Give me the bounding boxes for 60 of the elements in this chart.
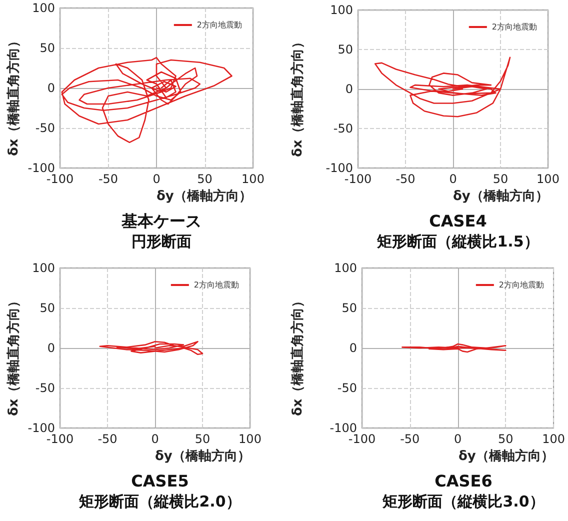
y-tick-label: 50 [338,42,353,56]
legend-label: 2方向地震動 [498,280,544,290]
y-tick-label: 50 [342,301,357,315]
y-tick-label: -50 [35,121,55,135]
y-tick-label: -50 [333,122,353,136]
y-tick-label: -50 [337,381,357,395]
text: 矩形断面（縦横比3.0） [382,492,544,510]
legend-label: 2方向地震動 [196,20,242,30]
y-tick-label: -100 [326,161,353,175]
y-axis-title: δx（橋軸直角方向） [6,34,22,156]
legend-label: 2方向地震動 [492,22,538,32]
y-tick-label: 100 [32,1,55,15]
y-tick-label: -100 [28,161,55,175]
y-tick-label: 100 [32,261,55,275]
y-tick-label: 0 [345,82,353,96]
line-series [374,56,511,118]
x-tick-label: 50 [197,172,212,186]
x-tick-label: 0 [454,432,462,446]
y-axis-title: δx（橋軸直角方向） [290,36,306,157]
x-tick-label: 100 [242,172,264,186]
x-tick-label: 50 [194,432,210,446]
x-tick-label: 100 [542,432,565,446]
x-tick-label: -50 [400,432,420,446]
x-tick-label: -50 [98,432,118,446]
y-tick-label: 50 [40,41,55,55]
x-axis-title: δy（橋軸方向） [453,188,548,204]
x-tick-label: 50 [498,432,514,446]
x-tick-label: -50 [396,172,416,186]
y-tick-label: 0 [349,341,357,355]
y-tick-label: -50 [35,381,55,395]
x-tick-label: 0 [449,172,457,186]
y-axis-title: δx（橋軸直角方向） [290,294,306,416]
text: 矩形断面（縦横比1.5） [376,232,539,250]
text: CASE4 [429,212,487,230]
x-tick-label: 0 [151,432,159,446]
x-tick-label: 50 [492,172,508,186]
x-tick-label: -50 [98,172,118,186]
x-tick-label: 100 [536,172,560,186]
line-series [99,340,204,356]
y-tick-label: 50 [40,301,55,315]
line-series [61,56,232,144]
y-tick-label: -100 [28,421,55,435]
y-tick-label: 100 [334,261,357,275]
y-tick-label: 0 [47,81,55,95]
line-series [402,343,506,353]
x-axis-title: δy（橋軸方向） [155,448,250,464]
text: CASE6 [434,472,492,490]
text: 基本ケース [120,212,202,230]
y-tick-label: 0 [47,341,55,355]
y-tick-label: -100 [330,421,357,435]
text: CASE5 [131,472,189,490]
y-tick-label: 100 [330,3,353,17]
x-axis-title: δy（橋軸方向） [458,448,554,464]
x-tick-label: 0 [152,172,160,186]
x-axis-title: δy（橋軸方向） [156,188,252,204]
text: 円形断面 [132,232,192,250]
text: 矩形断面（縦横比2.0） [78,492,241,510]
legend-label: 2方向地震動 [194,280,240,290]
x-tick-label: 100 [238,432,262,446]
y-axis-title: δx（橋軸直角方向） [6,294,22,416]
